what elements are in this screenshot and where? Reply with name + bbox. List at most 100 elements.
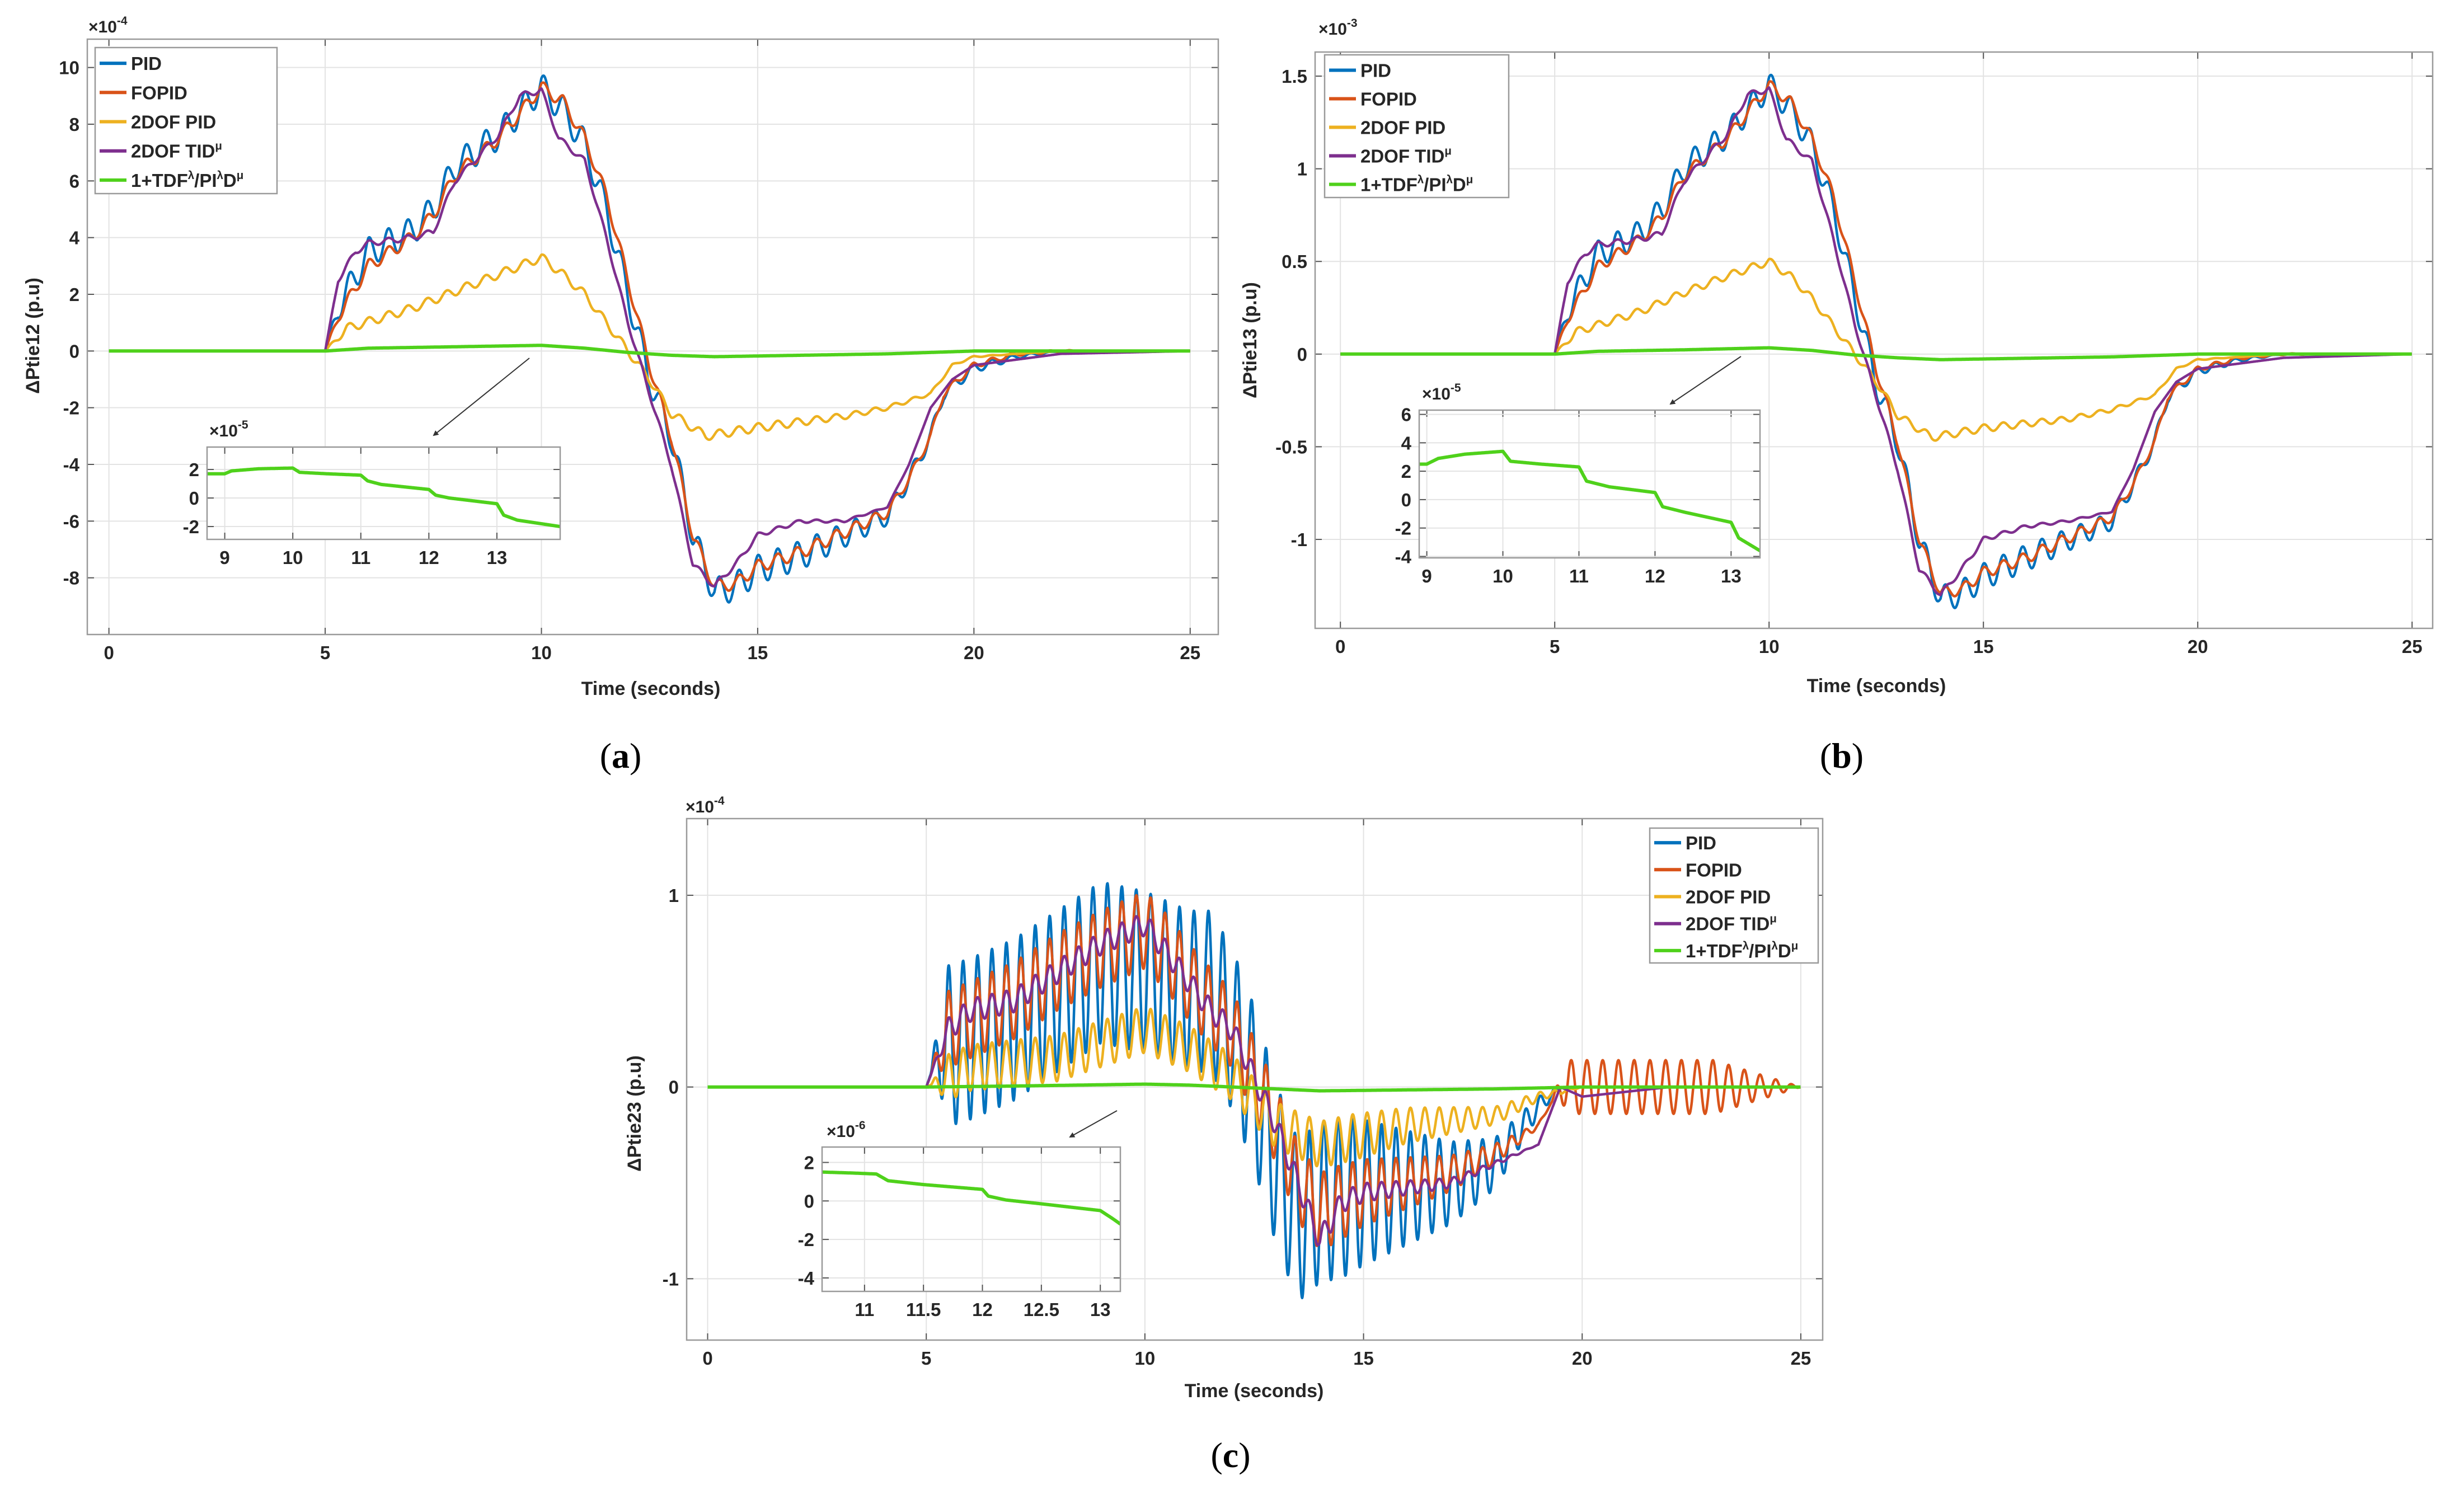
chart-a-inset-y-multiplier: ×10-5 [209,419,248,440]
chart-b-inset-x-tick-label: 13 [1721,566,1742,586]
chart-a-y-tick-label: 8 [69,114,79,135]
chart-b-y-tick-label: -0.5 [1275,436,1307,457]
superscript: μ [1444,145,1452,158]
chart-a-y-tick-label: -4 [63,454,80,475]
text-part: 1+TDF [1686,941,1743,961]
multiplier-base: ×10 [827,1122,855,1141]
chart-c-inset-series [822,1170,1120,1226]
caption-paren: ( [1820,736,1832,776]
superscript: λ [188,169,195,182]
legend-item: 1+TDFλ/PIλDμ [100,169,243,191]
chart-a-y-tick-label: 4 [69,228,80,248]
chart-b-axes-box [1314,51,2434,629]
legend-label: 1+TDFλ/PIλDμ [131,169,243,191]
chart-b-y-tick-label: 0 [1297,344,1307,365]
chart-c-x-tick-label: 20 [1572,1348,1593,1369]
chart-c-inset-plot-area [822,1147,1120,1291]
chart-a-x-axis-label: Time (seconds) [581,678,721,699]
text-part: FOPID [1686,859,1742,880]
chart-a-inset-y-tick-label: -2 [183,516,199,537]
superscript: μ [1791,939,1799,952]
chart-b-inset-y-tick-label: 6 [1401,405,1411,425]
chart-b-inset-axes-box [1418,409,1761,559]
chart-b-y-tick-label: 0.5 [1282,251,1307,272]
legend-label: PID [131,53,162,74]
text-part: 2DOF PID [131,112,216,133]
chart-c-inset-y-multiplier: ×10-6 [827,1119,866,1141]
legend-label: FOPID [1686,859,1742,880]
superscript: μ [215,140,222,153]
superscript: λ [1772,939,1778,952]
legend-label: FOPID [131,82,187,103]
superscript: λ [1418,173,1424,186]
chart-b-inset-series [1419,449,1760,553]
chart-c-inset-x-tick-label: 11 [855,1299,874,1320]
text-part: FOPID [131,82,187,103]
caption-paren: ( [600,736,612,776]
caption-paren: ( [1210,1435,1222,1475]
caption-letter: a [612,736,630,776]
text-part: 1+TDF [131,170,188,191]
text-part: 2DOF PID [1360,118,1445,138]
chart-a-y-tick-label: -8 [63,568,79,589]
chart-a-y-multiplier: ×10-4 [88,15,128,36]
legend-item: 2DOF PID [100,112,216,133]
text-part: 1+TDF [1360,175,1418,195]
text-part: 2DOF TID [1686,914,1770,934]
chart-a-inset-x-tick-label: 12 [419,547,439,568]
text-part: /PI [1749,941,1771,961]
legend-item: PID [100,53,162,74]
chart-a-x-tick-label: 0 [104,642,114,663]
chart-a-inset-y-tick-label: 2 [189,459,199,480]
text-part: /PI [194,170,217,191]
chart-b-caption: (b) [1820,736,1864,776]
caption-paren: ) [1852,736,1864,776]
chart-b-inset-y-tick-label: 4 [1401,433,1412,453]
chart-c-inset-x-tick-label: 11.5 [906,1299,941,1320]
chart-a-y-axis-label: ΔPtie12 (p.u) [22,278,44,394]
multiplier-base: ×10 [88,18,117,36]
chart-c-zoom-arrow [1069,1110,1118,1138]
chart-a-series-1-tdf [107,344,1191,359]
chart-c-x-axis-label: Time (seconds) [1185,1380,1324,1402]
legend-box [1323,54,1510,199]
caption-letter: b [1832,736,1852,776]
chart-a-x-tick-label: 15 [748,642,768,663]
text-part: 2DOF PID [1686,887,1771,908]
chart-b-inset-plot-area [1419,410,1760,558]
chart-b-x-tick-label: 5 [1550,636,1560,657]
legend-item: 2DOF TIDμ [1654,913,1777,934]
multiplier-exponent: -4 [117,15,128,27]
chart-b-y-tick-label: 1.5 [1282,66,1307,87]
legend-label: PID [1360,60,1391,81]
chart-c-series-1-tdf [706,1082,1802,1093]
chart-a-caption: (a) [600,736,642,776]
multiplier-exponent: -3 [1347,17,1358,30]
chart-c-inset-y-tick-label: -2 [798,1229,814,1250]
superscript: μ [1770,913,1777,925]
chart-c-y-multiplier: ×10-4 [686,795,725,816]
chart-b-inset-x-tick-label: 11 [1569,566,1589,586]
legend-item: PID [1654,833,1716,853]
multiplier-base: ×10 [1422,385,1451,403]
chart-c-y-axis-label: ΔPtie23 (p.u) [624,1055,645,1172]
text-part: D [1778,941,1791,961]
text-part: D [223,170,237,191]
chart-a-axes-box [86,38,1219,636]
superscript: λ [1743,939,1749,952]
caption-letter: c [1223,1435,1238,1475]
legend-item: 2DOF TIDμ [100,140,222,162]
legend-label: 2DOF PID [131,112,216,133]
superscript: μ [237,169,244,182]
chart-c-inset-x-tick-label: 13 [1090,1299,1111,1320]
legend-label: 2DOF TIDμ [131,140,222,162]
multiplier-base: ×10 [1318,20,1347,39]
legend-label: PID [1686,833,1716,853]
chart-c-x-tick-label: 5 [921,1348,931,1369]
chart-a-inset-x-tick-label: 13 [487,547,508,568]
chart-c-y-tick-label: 0 [669,1077,679,1098]
chart-b-x-tick-label: 15 [1973,636,1994,657]
